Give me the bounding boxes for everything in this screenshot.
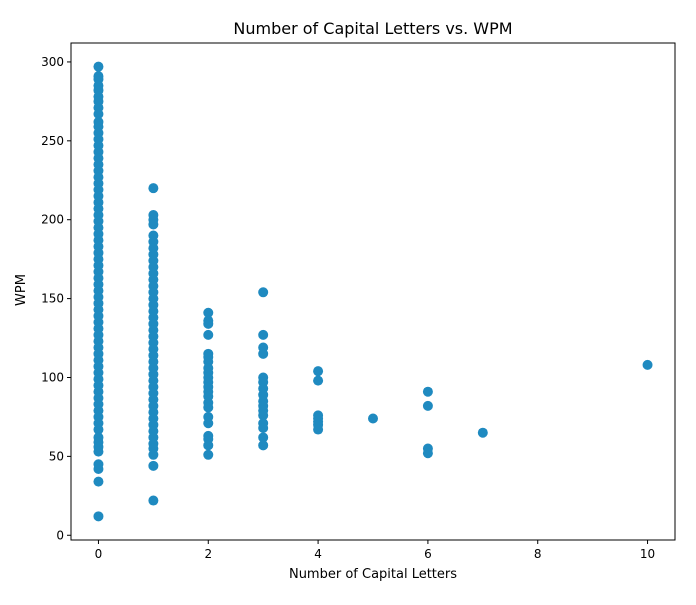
x-axis-label: Number of Capital Letters: [289, 567, 457, 582]
data-point: [203, 449, 214, 460]
data-point: [422, 448, 433, 459]
x-tick-label: 0: [95, 547, 103, 561]
y-tick-label: 200: [41, 213, 64, 227]
data-point: [148, 495, 159, 506]
data-point: [203, 307, 214, 318]
data-point: [258, 422, 269, 433]
data-point: [313, 366, 324, 377]
data-point: [642, 359, 653, 370]
y-tick-label: 250: [41, 134, 64, 148]
data-point: [203, 329, 214, 340]
data-point: [203, 402, 214, 413]
x-tick-label: 6: [424, 547, 432, 561]
y-tick-label: 150: [41, 292, 64, 306]
data-point: [313, 424, 324, 435]
y-tick-label: 100: [41, 370, 64, 384]
data-point: [93, 464, 104, 474]
data-point: [258, 410, 269, 421]
data-point: [313, 375, 324, 386]
plot-background: [71, 43, 675, 540]
data-point: [422, 386, 433, 397]
data-point: [203, 318, 214, 329]
data-point: [148, 460, 159, 471]
x-tick-label: 10: [640, 547, 655, 561]
data-point: [93, 109, 104, 119]
data-point: [93, 446, 104, 457]
data-point: [93, 61, 104, 72]
y-axis-label: WPM: [14, 274, 29, 306]
y-tick-label: 0: [56, 528, 64, 542]
data-point: [93, 476, 104, 487]
chart-title: Number of Capital Letters vs. WPM: [233, 19, 512, 38]
y-tick-label: 50: [49, 449, 64, 463]
data-point: [203, 440, 214, 451]
data-point: [258, 329, 269, 340]
data-point: [203, 418, 214, 429]
data-points: [93, 61, 653, 522]
data-point: [477, 427, 488, 438]
data-point: [148, 183, 159, 194]
plot-area: [71, 43, 675, 540]
data-point: [93, 424, 104, 435]
data-point: [258, 348, 269, 359]
data-point: [258, 432, 269, 443]
data-point: [148, 219, 159, 230]
data-point: [148, 449, 159, 460]
data-point: [422, 400, 433, 411]
x-tick-label: 8: [534, 547, 542, 561]
y-tick-label: 300: [41, 55, 64, 69]
x-tick-label: 2: [204, 547, 212, 561]
data-point: [368, 413, 378, 424]
data-point: [258, 287, 269, 298]
axes-frame: [70, 42, 676, 541]
data-point: [93, 511, 104, 522]
data-point: [258, 440, 269, 451]
x-tick-label: 4: [314, 547, 322, 561]
